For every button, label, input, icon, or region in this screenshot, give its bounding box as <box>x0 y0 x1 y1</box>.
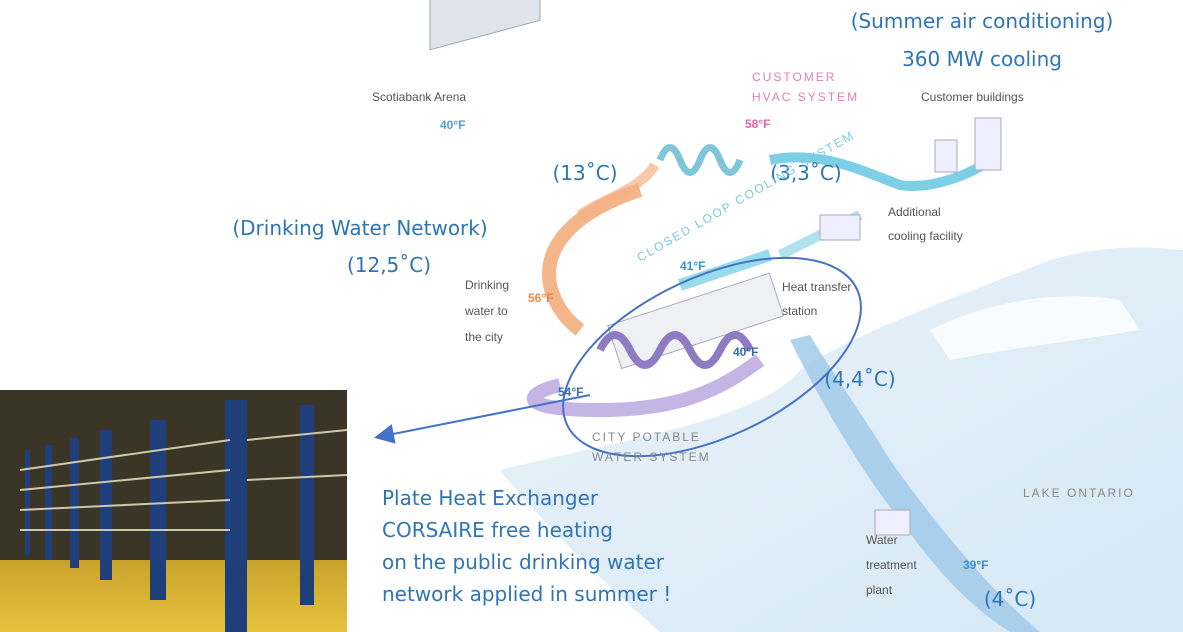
label: station <box>782 304 817 318</box>
label: water to <box>464 304 508 318</box>
label: WATER SYSTEM <box>592 450 711 464</box>
label: HVAC SYSTEM <box>752 90 859 104</box>
annotation: network applied in summer ! <box>382 582 671 606</box>
label: Water <box>866 533 898 547</box>
label: 54°F <box>558 385 583 399</box>
label: 56°F <box>528 291 553 305</box>
label: Heat transfer <box>782 280 851 294</box>
annotation: (Drinking Water Network) <box>232 216 487 240</box>
annotation: (4,4˚C) <box>824 367 895 391</box>
label: Scotiabank Arena <box>372 90 466 104</box>
diagram: (Summer air conditioning) 360 MW cooling… <box>0 0 1183 632</box>
label: the city <box>465 330 503 344</box>
label: 40°F <box>733 345 758 359</box>
label: Additional <box>888 205 941 219</box>
annotation: CORSAIRE free heating <box>382 518 613 542</box>
label: 40°F <box>440 118 465 132</box>
label: treatment <box>866 558 917 572</box>
label: 39°F <box>963 558 988 572</box>
annotation: (13˚C) <box>552 161 617 185</box>
annotation: Plate Heat Exchanger <box>382 486 599 510</box>
annotation: (Summer air conditioning) <box>851 9 1114 33</box>
label: Drinking <box>465 278 509 292</box>
label: plant <box>866 583 893 597</box>
label: cooling facility <box>888 229 963 243</box>
label: 58°F <box>745 117 770 131</box>
label: Customer buildings <box>921 90 1024 104</box>
label: LAKE ONTARIO <box>1023 486 1135 500</box>
label: 41°F <box>680 259 705 273</box>
annotation: 360 MW cooling <box>902 47 1062 71</box>
annotation: (4˚C) <box>984 587 1036 611</box>
label: CUSTOMER <box>752 70 836 84</box>
photo <box>0 390 347 632</box>
annotation: on the public drinking water <box>382 550 665 574</box>
annotation: (12,5˚C) <box>347 253 431 277</box>
label: CITY POTABLE <box>592 430 701 444</box>
